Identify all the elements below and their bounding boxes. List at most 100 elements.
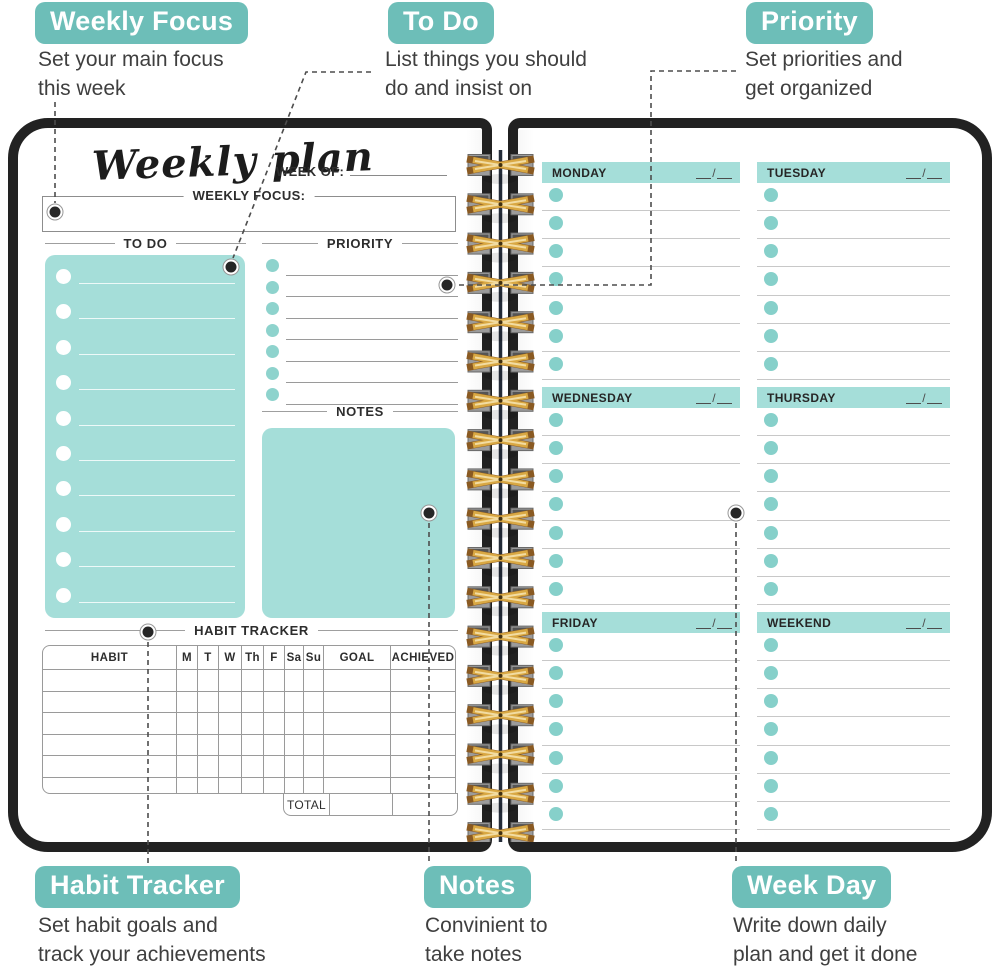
todo-row (45, 366, 245, 401)
date-blank (717, 392, 732, 404)
date-blank (927, 617, 942, 629)
col-header: W (218, 646, 241, 669)
day-entry-row (542, 774, 740, 802)
todo-row (45, 437, 245, 472)
priority-row (262, 386, 458, 408)
bullet-icon (549, 778, 563, 793)
habit-tracker-heading: HABIT TRACKER (45, 623, 458, 638)
day-entry-list (757, 408, 950, 605)
callout-badge-priority: Priority (746, 2, 873, 44)
habit-cell (176, 670, 197, 691)
bullet-icon (764, 328, 778, 343)
date-blank (906, 167, 922, 179)
ruled-line (79, 601, 235, 603)
table-row (43, 734, 455, 757)
habit-cell (43, 692, 176, 713)
bullet-icon (266, 323, 279, 337)
day-column-wednesday: WEDNESDAY / (542, 387, 740, 605)
col-header: GOAL (323, 646, 390, 669)
bullet-icon (764, 806, 778, 821)
ruled-line (79, 460, 235, 462)
day-entry-row (542, 746, 740, 774)
day-entry-row (542, 324, 740, 352)
day-entry-row (542, 352, 740, 380)
todo-row (45, 402, 245, 437)
col-header: Sa (284, 646, 303, 669)
col-header: F (263, 646, 284, 669)
habit-cell (263, 691, 284, 713)
callout-badge-weekly-focus: Weekly Focus (35, 2, 249, 44)
day-entry-row (757, 296, 950, 324)
ruled-line (79, 389, 235, 391)
bullet-icon (266, 280, 279, 294)
date-blank (906, 392, 922, 404)
habit-cell (303, 734, 323, 756)
bullet-icon (549, 188, 563, 202)
habit-cell (284, 670, 303, 691)
bullet-icon (549, 300, 563, 315)
ruled-line (79, 424, 235, 426)
habit-cell (197, 713, 218, 734)
week-of-blank-line (350, 175, 448, 176)
bullet-icon (549, 553, 563, 568)
ruled-line (79, 353, 235, 355)
bullet-icon (764, 553, 778, 568)
day-header: MONDAY / (542, 162, 740, 183)
bullet-icon (764, 581, 778, 596)
habit-cell (263, 756, 284, 777)
habit-cell (176, 713, 197, 734)
priority-list (262, 257, 458, 408)
habit-table-total-row: TOTAL (283, 793, 458, 816)
habit-cell (390, 777, 455, 793)
table-row (43, 670, 455, 692)
bullet-icon (549, 525, 563, 540)
bullet-icon (764, 188, 778, 202)
weekly-focus-box: WEEKLY FOCUS: (42, 188, 456, 232)
bullet-icon (266, 366, 279, 380)
bullet-icon (549, 750, 563, 765)
priority-row (262, 343, 458, 365)
todo-row (45, 579, 245, 614)
bullet-icon (549, 469, 563, 484)
todo-panel (45, 255, 245, 618)
day-header: THURSDAY / (757, 387, 950, 408)
bullet-icon (549, 244, 563, 259)
day-entry-list (542, 183, 740, 380)
day-entry-row (542, 577, 740, 605)
priority-row (262, 300, 458, 322)
bullet-icon (549, 666, 563, 681)
day-header: TUESDAY / (757, 162, 950, 183)
todo-row (45, 295, 245, 330)
habit-cell (263, 734, 284, 756)
bullet-icon (764, 272, 778, 287)
bullet-icon (764, 638, 778, 652)
todo-row (45, 543, 245, 578)
habit-cell (241, 691, 263, 713)
ruled-line (286, 360, 458, 362)
habit-cell (390, 670, 455, 691)
day-header: WEDNESDAY / (542, 387, 740, 408)
col-header: M (176, 646, 197, 669)
week-of-field: WEEK OF: (276, 164, 448, 179)
day-entry-row (757, 661, 950, 690)
habit-cell (241, 777, 263, 793)
bullet-icon (764, 469, 778, 484)
habit-cell (197, 777, 218, 793)
table-row (43, 777, 455, 793)
day-entry-list (542, 408, 740, 605)
habit-cell (218, 734, 241, 756)
day-entry-row (757, 436, 950, 465)
habit-cell (303, 670, 323, 691)
habit-cell (284, 691, 303, 713)
date-blank (717, 167, 732, 179)
table-row (43, 756, 455, 778)
habit-cell (284, 777, 303, 793)
habit-cell (43, 735, 176, 756)
callout-badge-notes: Notes (424, 866, 531, 908)
bullet-icon (549, 806, 563, 821)
date-blank (717, 617, 732, 629)
bullet-icon (764, 694, 778, 709)
day-entry-row (542, 492, 740, 521)
weekly-focus-label: WEEKLY FOCUS: (183, 188, 315, 203)
col-header: Th (241, 646, 263, 669)
